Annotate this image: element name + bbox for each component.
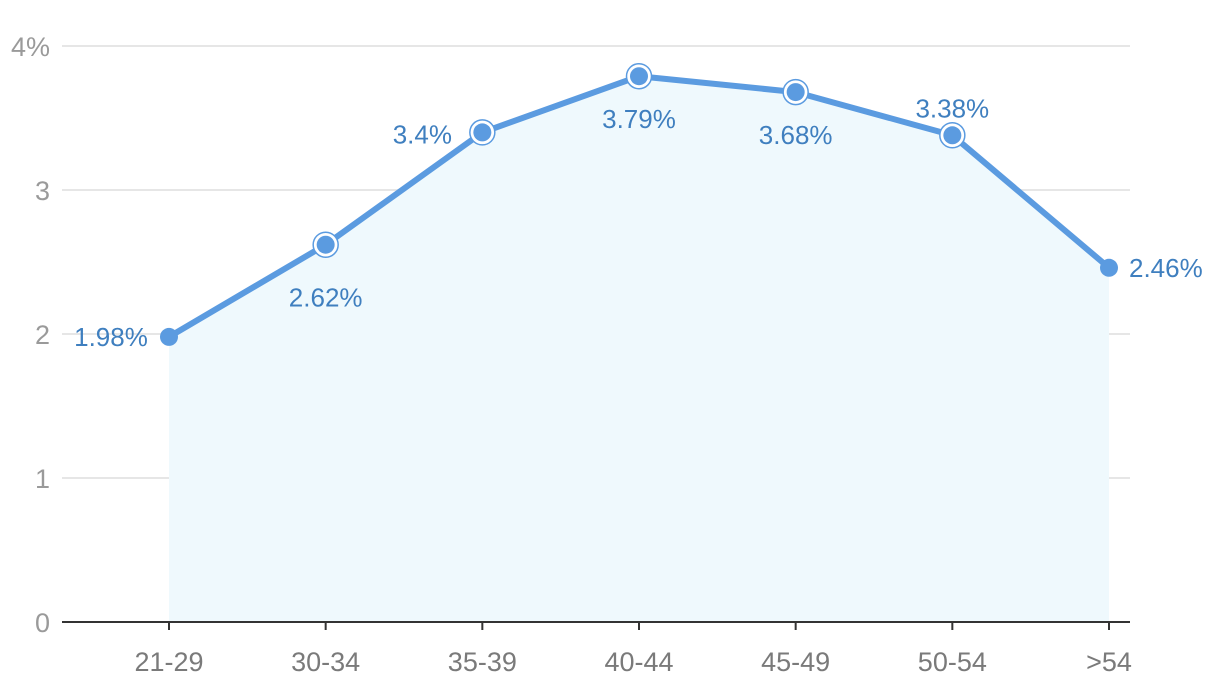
data-point-50-54[interactable] [943,126,962,145]
data-labels: 1.98% 2.62% 3.4% 3.79% 3.68% 3.38% 2.46% [74,93,1203,352]
x-tick-label-50-54: 50-54 [918,647,987,677]
y-tick-label-0: 0 [35,608,50,638]
data-label-45-49: 3.68% [759,120,833,150]
area-fill [169,76,1109,623]
y-tick-label-2: 2 [35,320,50,350]
x-axis-tick-labels: 21-29 30-34 35-39 40-44 45-49 50-54 >54 [134,647,1131,677]
x-tick-label-30-34: 30-34 [291,647,360,677]
data-point-40-44[interactable] [630,67,648,86]
data-label-30-34: 2.62% [289,283,363,313]
y-axis-tick-labels: 0 1 2 3 4% [11,32,50,638]
x-axis [62,621,1130,630]
y-tick-label-4: 4% [11,32,50,62]
data-label-21-29: 1.98% [74,322,148,352]
data-point-45-49[interactable] [786,83,805,102]
y-tick-label-1: 1 [35,464,50,494]
data-label-54: 2.46% [1129,253,1203,283]
data-point-54[interactable] [1100,258,1118,277]
y-tick-label-3: 3 [35,176,50,206]
x-tick-label-35-39: 35-39 [448,647,517,677]
data-point-30-34[interactable] [316,235,335,254]
area-fill-layer [169,76,1109,623]
x-tick-label-40-44: 40-44 [604,647,673,677]
data-points [160,62,1118,346]
data-label-50-54: 3.38% [915,93,989,123]
data-label-35-39: 3.4% [393,119,452,149]
data-label-40-44: 3.79% [602,104,676,134]
data-point-21-29[interactable] [160,327,178,346]
x-tick-label-54: >54 [1086,647,1132,677]
x-tick-label-21-29: 21-29 [134,647,203,677]
x-tick-label-45-49: 45-49 [761,647,830,677]
data-point-35-39[interactable] [473,123,492,142]
